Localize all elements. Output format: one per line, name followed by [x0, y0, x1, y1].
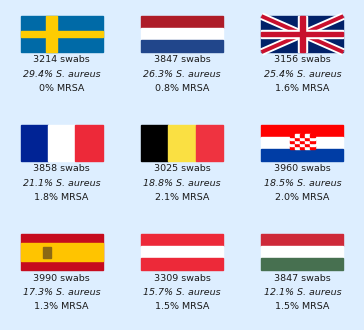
Text: 0.8% MRSA: 0.8% MRSA [155, 84, 209, 93]
Bar [261, 246, 343, 258]
Bar [141, 125, 169, 161]
Bar [141, 234, 223, 246]
Text: 18.8% S. aureus: 18.8% S. aureus [143, 179, 221, 188]
Bar [141, 40, 223, 52]
Bar [298, 16, 307, 52]
Bar [290, 137, 295, 140]
Bar [261, 137, 343, 149]
Bar [300, 140, 305, 143]
Bar [305, 137, 310, 140]
Bar [261, 125, 343, 137]
Bar [300, 134, 305, 137]
Bar [290, 143, 295, 146]
Bar [305, 146, 310, 149]
Bar [295, 143, 300, 146]
Text: 0% MRSA: 0% MRSA [39, 84, 84, 93]
Text: 21.1% S. aureus: 21.1% S. aureus [23, 179, 100, 188]
Bar [141, 246, 223, 258]
Bar [169, 125, 195, 161]
Text: 15.7% S. aureus: 15.7% S. aureus [143, 288, 221, 297]
Bar [21, 243, 103, 261]
Bar [43, 247, 51, 258]
Text: 3847 swabs: 3847 swabs [274, 274, 331, 282]
Bar [305, 143, 310, 146]
Text: 26.3% S. aureus: 26.3% S. aureus [143, 70, 221, 79]
Bar [141, 16, 223, 28]
Text: 25.4% S. aureus: 25.4% S. aureus [264, 70, 341, 79]
Bar [195, 125, 223, 161]
Bar [290, 146, 295, 149]
Bar [310, 146, 315, 149]
Text: 3025 swabs: 3025 swabs [154, 164, 210, 174]
Text: 1.5% MRSA: 1.5% MRSA [275, 302, 329, 311]
Bar [75, 125, 103, 161]
Bar [261, 16, 343, 52]
Text: 3990 swabs: 3990 swabs [33, 274, 90, 282]
Bar [290, 134, 295, 137]
Bar [21, 125, 48, 161]
Bar [300, 137, 305, 140]
Bar [141, 258, 223, 270]
Bar [261, 149, 343, 161]
Bar [141, 28, 223, 40]
Bar [295, 140, 300, 143]
Text: 3156 swabs: 3156 swabs [274, 55, 331, 64]
Bar [310, 137, 315, 140]
Text: 3858 swabs: 3858 swabs [33, 164, 90, 174]
Bar [295, 137, 300, 140]
Text: 3309 swabs: 3309 swabs [154, 274, 210, 282]
Bar [300, 16, 305, 52]
Bar [305, 134, 310, 137]
Bar [295, 146, 300, 149]
Bar [300, 143, 305, 146]
Bar [261, 30, 343, 38]
Text: 1.6% MRSA: 1.6% MRSA [275, 84, 329, 93]
Text: 1.8% MRSA: 1.8% MRSA [35, 193, 89, 202]
Text: 3214 swabs: 3214 swabs [33, 55, 90, 64]
Text: 18.5% S. aureus: 18.5% S. aureus [264, 179, 341, 188]
Text: 12.1% S. aureus: 12.1% S. aureus [264, 288, 341, 297]
Text: 1.3% MRSA: 1.3% MRSA [34, 302, 89, 311]
Bar [310, 134, 315, 137]
Bar [261, 32, 343, 36]
Bar [290, 140, 295, 143]
Text: 29.4% S. aureus: 29.4% S. aureus [23, 70, 100, 79]
Text: 17.3% S. aureus: 17.3% S. aureus [23, 288, 100, 297]
Bar [21, 16, 103, 52]
Text: 2.1% MRSA: 2.1% MRSA [155, 193, 209, 202]
Text: 1.5% MRSA: 1.5% MRSA [155, 302, 209, 311]
Text: 3847 swabs: 3847 swabs [154, 55, 210, 64]
Bar [261, 258, 343, 270]
Bar [305, 140, 310, 143]
Bar [21, 234, 103, 270]
Text: 2.0% MRSA: 2.0% MRSA [275, 193, 329, 202]
Bar [295, 134, 300, 137]
Bar [300, 146, 305, 149]
Text: 3960 swabs: 3960 swabs [274, 164, 331, 174]
Bar [261, 234, 343, 246]
Bar [48, 125, 75, 161]
Bar [310, 143, 315, 146]
Bar [21, 31, 103, 37]
Bar [46, 16, 57, 52]
Bar [310, 140, 315, 143]
